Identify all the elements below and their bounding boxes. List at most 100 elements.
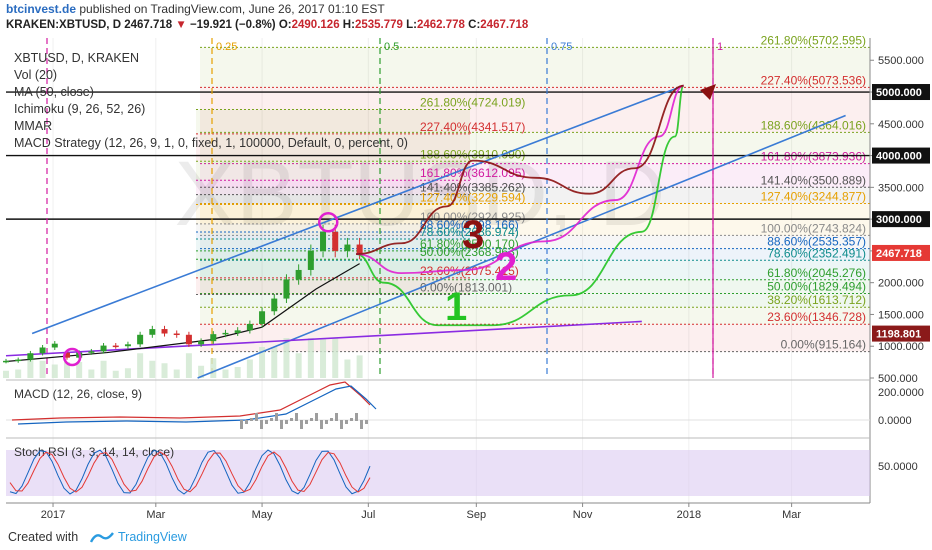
time-axis[interactable]: 2017 Mar May Jul Sep Nov 2018 Mar bbox=[6, 502, 870, 521]
fib-right-label: 61.80%(2045.276) bbox=[767, 266, 866, 280]
trendline-upper-channel[interactable] bbox=[31, 84, 684, 335]
candle-body bbox=[3, 360, 9, 363]
macd-histogram-bar bbox=[360, 420, 363, 429]
macd-title: MACD (12, 26, close, 9) bbox=[14, 387, 142, 401]
scenario-label-3: 3 bbox=[462, 213, 484, 257]
fib-right-zone bbox=[200, 279, 870, 294]
fib-mid-label: 261.80%(4724.019) bbox=[420, 96, 525, 110]
fib-time-label: 0.75 bbox=[551, 41, 572, 53]
candle-body bbox=[271, 298, 278, 312]
fib-right-label: 161.80%(3873.936) bbox=[761, 150, 866, 164]
trendline-support[interactable] bbox=[5, 320, 642, 357]
fib-mid-label: 50.00%(2368.963) bbox=[420, 245, 519, 259]
stoch-d-line bbox=[9, 451, 371, 493]
fib-mid-label: 161.80%(3612.095) bbox=[420, 166, 525, 180]
fib-mid-zone bbox=[196, 250, 470, 260]
price-marker-box bbox=[872, 211, 930, 228]
legend-item: XBTUSD, D, KRAKEN bbox=[14, 51, 139, 65]
volume-bar bbox=[76, 362, 83, 378]
fib-mid-label: 78.60%(2686.974) bbox=[420, 225, 519, 239]
price-marker-box bbox=[872, 84, 930, 101]
tradingview-logo-icon bbox=[90, 532, 114, 543]
fib-mid-label: 227.40%(4341.517) bbox=[420, 120, 525, 134]
time-tick-label: Jul bbox=[361, 509, 375, 521]
candle-body bbox=[307, 250, 314, 270]
fib-time-lines: 0.25 0.5 0.75 1 bbox=[46, 38, 723, 378]
fibonacci-layer: 261.80%(5702.595)227.40%(5073.536)188.60… bbox=[6, 33, 870, 353]
fib-mid-zone bbox=[196, 223, 470, 232]
macd-histogram-bar bbox=[325, 420, 328, 424]
stoch-tick-label: 50.0000 bbox=[878, 461, 918, 473]
macd-histogram-bar bbox=[265, 420, 268, 424]
price-marker-box bbox=[872, 147, 930, 164]
candle-body bbox=[210, 334, 217, 342]
price-tick-label: 500.000 bbox=[878, 373, 918, 385]
macd-histogram-bar bbox=[365, 420, 368, 424]
last-price: 2467.718 bbox=[124, 19, 173, 31]
macd-histogram-bar bbox=[270, 418, 273, 421]
candle-body bbox=[356, 244, 363, 253]
fib-time-label: 1 bbox=[717, 41, 723, 53]
macd-histogram-bar bbox=[295, 413, 298, 421]
candle-body bbox=[112, 345, 119, 348]
volume-bar bbox=[51, 364, 58, 378]
fib-right-zone bbox=[200, 87, 870, 133]
fib-right-zone bbox=[200, 132, 870, 164]
tradingview-brand[interactable]: TradingView bbox=[118, 530, 187, 544]
price-marker-label: 2467.718 bbox=[876, 248, 922, 260]
volume-bar bbox=[161, 363, 168, 378]
macd-histogram-bar bbox=[275, 413, 278, 421]
fib-time-label: 0.5 bbox=[384, 41, 399, 53]
volume-bar bbox=[246, 359, 253, 378]
time-tick-label: Sep bbox=[467, 509, 487, 521]
trendline-layer[interactable] bbox=[5, 84, 846, 379]
price-axis[interactable]: 500.0001000.0001500.0002000.0002500.0003… bbox=[869, 38, 930, 503]
trendline-lower-channel[interactable] bbox=[197, 114, 846, 379]
time-tick-label: 2017 bbox=[41, 509, 65, 521]
volume-bar bbox=[137, 353, 144, 378]
price-marker-label: 4000.000 bbox=[876, 151, 922, 163]
candle-body bbox=[88, 351, 95, 353]
volume-bar bbox=[88, 369, 95, 378]
scenario-path-1[interactable] bbox=[355, 84, 685, 327]
publish-header: btcinvest.de published on TradingView.co… bbox=[6, 2, 385, 16]
volume-bar bbox=[112, 370, 119, 378]
scenario-path-3[interactable] bbox=[356, 84, 684, 255]
scenario-layer[interactable]: 123 bbox=[355, 84, 716, 329]
candle-body bbox=[149, 329, 156, 335]
legend-item: Vol (20) bbox=[14, 68, 57, 82]
macd-histogram-bar bbox=[350, 418, 353, 421]
fib-right-label: 50.00%(1829.494) bbox=[767, 280, 866, 294]
candle-body bbox=[63, 352, 70, 358]
low-label: L: bbox=[406, 19, 417, 31]
candle-body bbox=[198, 341, 205, 345]
symbol-label: KRAKEN:XBTUSD, D bbox=[6, 19, 121, 31]
time-tick-label: Nov bbox=[573, 509, 593, 521]
fib-right-zone bbox=[200, 47, 870, 88]
volume-bar bbox=[27, 359, 34, 378]
macd-histogram-bar bbox=[340, 420, 343, 429]
moving-average-layer bbox=[5, 263, 360, 363]
volume-bar bbox=[356, 355, 363, 378]
low-value: 2462.778 bbox=[416, 19, 465, 31]
stoch-rsi-pane: Stoch RSI (3, 3, 14, 14, close) 50.0000 bbox=[6, 437, 918, 496]
scenario-path-2[interactable] bbox=[356, 84, 684, 275]
legend-item: MACD Strategy (12, 26, 9, 1, 0, fixed, 1… bbox=[14, 136, 408, 150]
macd-tick-label: 0.0000 bbox=[878, 415, 912, 427]
target-arrow-icon bbox=[700, 84, 716, 100]
fib-mid-label: 141.40%(3385.262) bbox=[420, 181, 525, 195]
price-tick-label: 1500.000 bbox=[878, 309, 924, 321]
fib-right-label: 100.00%(2743.824) bbox=[761, 221, 866, 235]
site-name[interactable]: btcinvest.de bbox=[6, 2, 77, 16]
fib-right-label: 261.80%(5702.595) bbox=[761, 33, 866, 47]
macd-histogram-bar bbox=[285, 420, 288, 424]
macd-histogram-bar bbox=[315, 413, 318, 421]
candle-body bbox=[332, 231, 339, 251]
stoch-band bbox=[6, 450, 870, 496]
candle-body bbox=[173, 333, 180, 336]
scenario-label-2: 2 bbox=[495, 245, 517, 289]
candle-body bbox=[259, 311, 266, 324]
macd-histogram-bar bbox=[330, 418, 333, 421]
volume-bar bbox=[344, 359, 351, 378]
